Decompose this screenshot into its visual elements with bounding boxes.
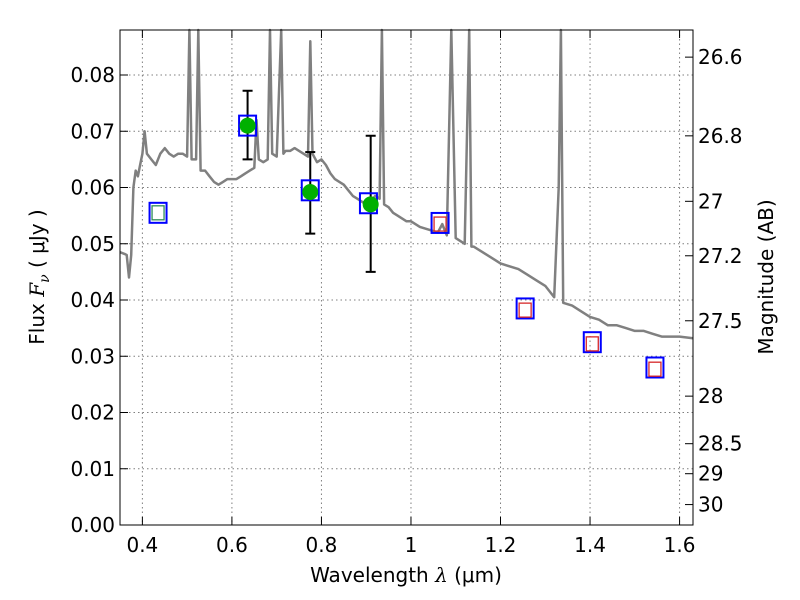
inner-marker: [433, 216, 447, 232]
y2-tick-label: 27.2: [698, 244, 743, 268]
x-tick-label: 1.2: [485, 533, 517, 557]
y-tick-label: 0.07: [70, 119, 115, 143]
sed-model-line: [119, 28, 694, 340]
y2-tick-label: 28.5: [698, 432, 743, 456]
inner-marker: [648, 361, 662, 377]
y2-tick-label: 26.8: [698, 124, 743, 148]
y2-tick-label: 28: [698, 384, 723, 408]
model-photometry-box: [430, 211, 450, 234]
x-tick-label: 0.6: [216, 533, 248, 557]
x-axis-label: Wavelength λ (μm): [310, 563, 502, 587]
y2-tick-labels: 26.6 26.8 27 27.2 27.5 28 28.5 29 30: [698, 45, 743, 516]
x-tick-label: 1: [405, 533, 418, 557]
sed-model-series: [119, 28, 694, 340]
y-tick-labels: 0.00 0.01 0.02 0.03 0.04 0.05 0.06 0.07 0.08: [70, 63, 115, 537]
y-tick-label: 0.08: [70, 63, 115, 87]
model-photometry-box: [300, 179, 320, 202]
y2-tick-label: 27.5: [698, 309, 743, 333]
model-photometry-box: [515, 297, 535, 320]
y-tick-label: 0.00: [70, 513, 115, 537]
model-photometry-box: [238, 114, 258, 137]
inner-marker: [585, 336, 599, 352]
x-tick-label: 0.8: [306, 533, 338, 557]
observed-point: [362, 196, 379, 213]
observed-point: [239, 117, 256, 134]
y2-tick-label: 27: [698, 189, 723, 213]
y-tick-label: 0.05: [70, 232, 115, 256]
y2-tick-label: 29: [698, 462, 723, 486]
model-photometry-box: [148, 201, 168, 224]
inner-marker: [518, 302, 532, 318]
y-tick-label: 0.04: [70, 288, 115, 312]
inner-marker: [151, 205, 165, 221]
y2-tick-label: 30: [698, 493, 723, 517]
grid-lines: [120, 30, 693, 526]
y2-axis-label: Magnitude (AB): [754, 199, 778, 354]
x-tick-label: 1.6: [664, 533, 696, 557]
x-tick-label: 1.4: [574, 533, 606, 557]
y-tick-label: 0.01: [70, 457, 115, 481]
axis-ticks: [120, 30, 693, 526]
model-photometry-box: [582, 331, 602, 354]
y-tick-label: 0.02: [70, 401, 115, 425]
y-tick-label: 0.03: [70, 344, 115, 368]
y-axis-label: Flux Fν ( μJy ): [25, 209, 53, 344]
x-tick-labels: 0.4 0.6 0.8 1 1.2 1.4 1.6: [126, 533, 695, 557]
observed-point: [302, 184, 319, 200]
photometry-points: [148, 114, 665, 379]
y-tick-label: 0.06: [70, 176, 115, 200]
x-tick-label: 0.4: [126, 533, 158, 557]
y2-tick-label: 26.6: [698, 45, 743, 69]
plot-frame: [119, 29, 694, 526]
model-photometry-box: [645, 356, 665, 379]
